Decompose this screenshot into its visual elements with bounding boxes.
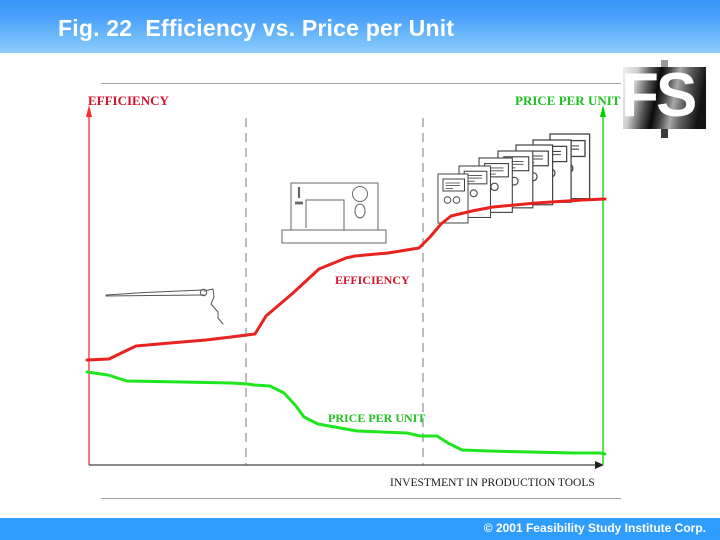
svg-text:PRICE PER UNIT: PRICE PER UNIT bbox=[515, 93, 621, 108]
svg-text:PRICE PER UNIT: PRICE PER UNIT bbox=[328, 411, 425, 425]
svg-text:EFFICIENCY: EFFICIENCY bbox=[88, 93, 170, 108]
svg-text:EFFICIENCY: EFFICIENCY bbox=[335, 273, 410, 287]
svg-text:INVESTMENT IN PRODUCTION TOOLS: INVESTMENT IN PRODUCTION TOOLS bbox=[390, 477, 595, 489]
